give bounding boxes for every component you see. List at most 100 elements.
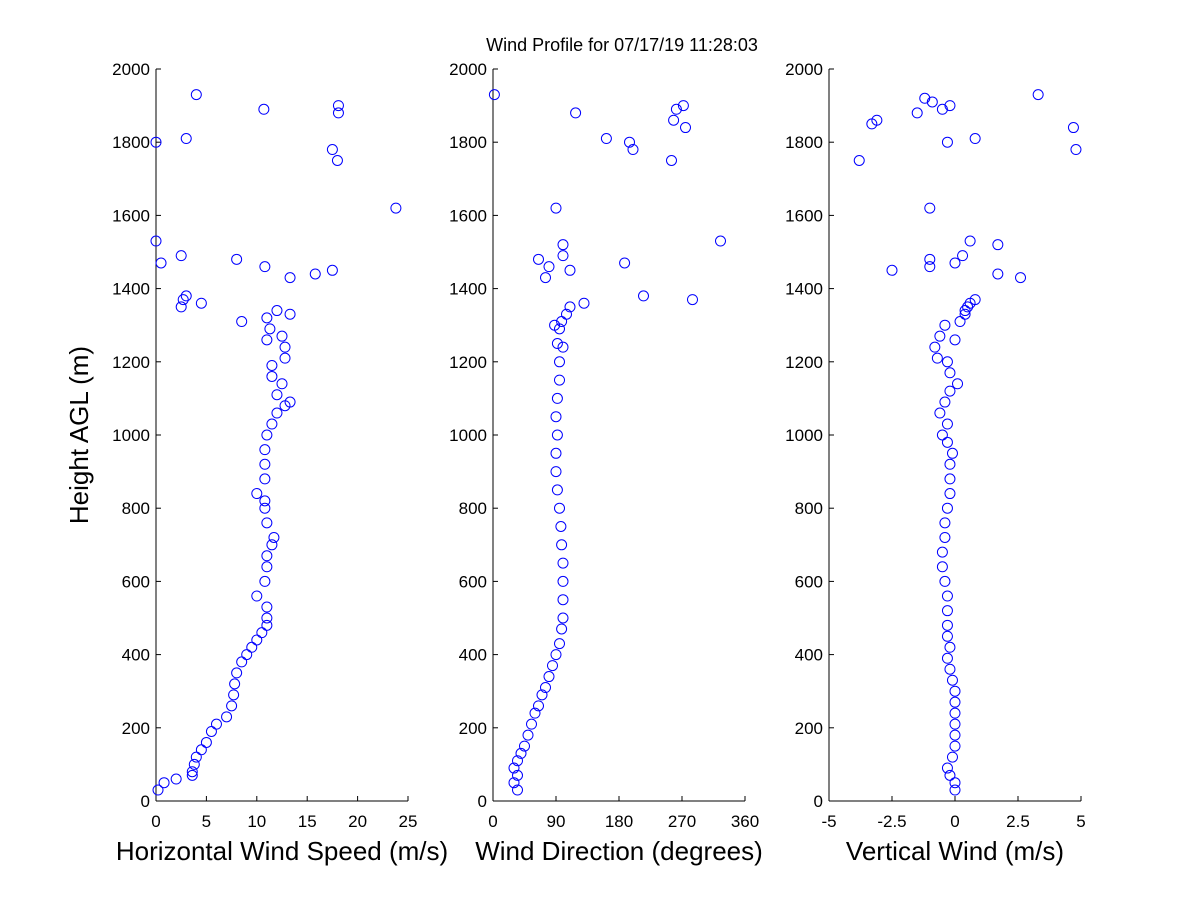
x-axis-label: Vertical Wind (m/s) <box>846 836 1064 866</box>
data-point <box>957 250 969 262</box>
data-point <box>271 407 283 419</box>
data-point <box>944 367 956 379</box>
data-point <box>941 356 953 368</box>
data-point <box>959 308 971 320</box>
data-point <box>547 660 558 672</box>
data-point <box>261 334 273 346</box>
data-point <box>1067 122 1079 134</box>
data-point <box>954 316 966 328</box>
x-tick-label: 180 <box>605 812 633 831</box>
data-point <box>508 777 520 789</box>
data-point <box>929 341 941 353</box>
data-point <box>939 531 951 543</box>
data-point <box>259 444 271 456</box>
data-point <box>627 144 639 156</box>
data-point <box>944 473 956 485</box>
data-point <box>680 122 691 134</box>
data-point <box>236 656 248 668</box>
data-point <box>964 235 976 247</box>
data-point <box>564 301 576 313</box>
data-point <box>939 319 951 331</box>
data-point <box>229 678 241 690</box>
data-point <box>949 740 961 752</box>
data-point <box>284 272 296 284</box>
data-point <box>276 330 288 342</box>
y-tick-label: 1000 <box>785 426 823 445</box>
data-point <box>512 755 523 767</box>
data-point <box>924 253 936 265</box>
data-point <box>944 488 956 500</box>
y-tick-label: 1400 <box>785 280 823 299</box>
data-point <box>557 594 569 606</box>
data-point <box>570 107 582 119</box>
data-point <box>522 729 534 741</box>
data-point <box>946 447 958 459</box>
data-point <box>886 264 898 276</box>
x-tick-label: 270 <box>668 812 696 831</box>
data-point <box>557 250 569 262</box>
data-point <box>266 418 278 430</box>
data-point <box>578 297 590 309</box>
data-point <box>944 385 956 397</box>
data-point <box>246 641 258 653</box>
data-point <box>944 769 956 781</box>
data-point <box>668 114 680 126</box>
data-point <box>205 725 217 737</box>
data-point <box>551 338 563 349</box>
data-point <box>533 253 544 265</box>
data-point <box>936 103 948 115</box>
data-point <box>512 784 523 796</box>
data-point <box>554 638 565 650</box>
data-point <box>251 488 263 500</box>
data-point <box>550 466 562 478</box>
data-point <box>944 663 956 675</box>
data-point <box>258 103 270 115</box>
y-tick-label: 2000 <box>785 60 823 79</box>
data-point <box>687 294 698 306</box>
data-point <box>488 89 500 101</box>
data-point <box>638 290 649 302</box>
data-point <box>554 356 565 368</box>
data-point <box>266 370 278 382</box>
data-point <box>941 502 953 514</box>
data-point <box>554 374 565 386</box>
data-point <box>251 634 263 646</box>
data-point <box>266 359 278 371</box>
data-point <box>952 378 964 390</box>
x-axis-label: Horizontal Wind Speed (m/s) <box>116 836 448 866</box>
data-point <box>241 649 253 661</box>
y-tick-label: 2000 <box>112 60 150 79</box>
data-point <box>936 561 948 573</box>
data-point <box>931 352 943 364</box>
data-point <box>261 312 273 324</box>
x-tick-label: 5 <box>202 812 211 831</box>
data-point <box>236 316 248 328</box>
data-point <box>519 740 530 752</box>
x-tick-label: 0 <box>488 812 497 831</box>
data-point <box>331 155 343 166</box>
data-point <box>332 107 344 119</box>
data-point <box>934 407 946 419</box>
data-point <box>944 641 956 653</box>
data-point <box>677 100 689 112</box>
data-point <box>871 114 883 126</box>
x-tick-label: 20 <box>348 812 367 831</box>
data-point <box>231 667 243 679</box>
data-point <box>210 718 222 730</box>
y-tick-label: 1600 <box>785 206 823 225</box>
data-point <box>175 250 187 262</box>
data-point <box>619 257 631 269</box>
data-point <box>624 136 635 148</box>
data-point <box>944 100 956 112</box>
data-point <box>555 521 567 532</box>
data-point <box>949 257 961 269</box>
data-point <box>556 623 568 635</box>
data-point <box>190 89 202 101</box>
y-tick-label: 1000 <box>449 426 487 445</box>
y-tick-label: 600 <box>795 572 823 591</box>
y-tick-label: 400 <box>795 646 823 665</box>
data-point <box>536 689 548 701</box>
data-point <box>939 396 951 408</box>
data-point <box>266 539 278 551</box>
